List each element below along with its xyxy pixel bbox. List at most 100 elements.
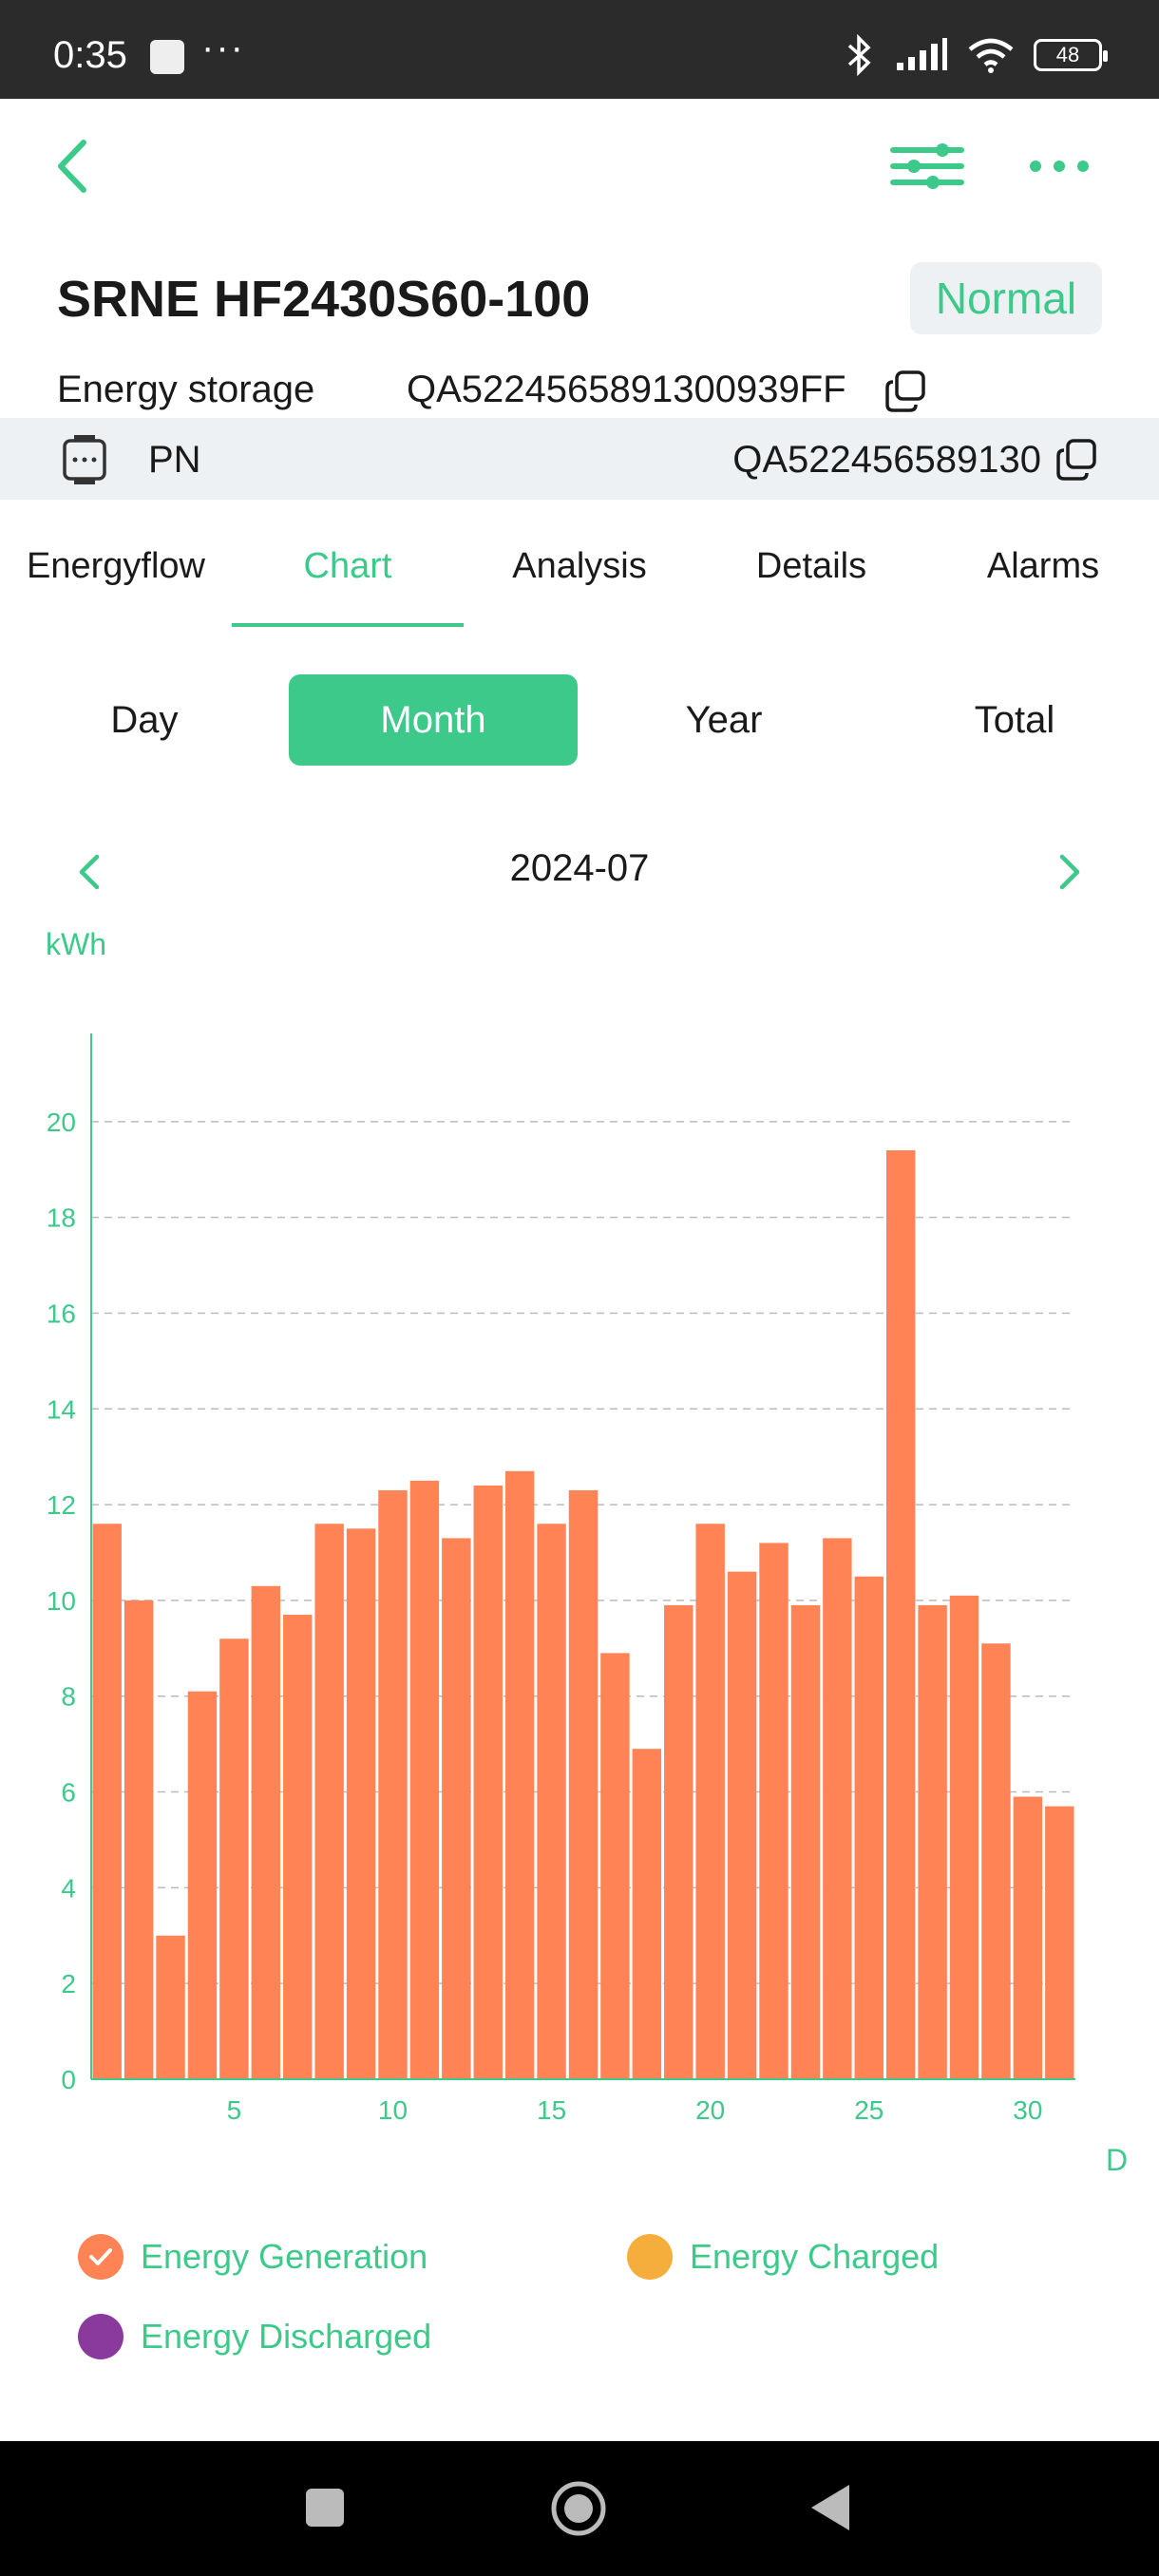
y-tick-label: 8 [61, 1682, 76, 1712]
back-nav-icon[interactable] [809, 2483, 851, 2532]
bar-day-22 [759, 1543, 788, 2079]
y-tick-label: 16 [47, 1298, 76, 1328]
home-icon[interactable] [549, 2479, 608, 2538]
bar-day-4 [187, 1691, 218, 2079]
bar-day-23 [790, 1604, 821, 2079]
bar-day-21 [727, 1571, 757, 2079]
bar-day-18 [632, 1749, 662, 2079]
x-tick-label: 25 [854, 2095, 884, 2125]
bar-day-14 [504, 1470, 535, 2079]
bar-day-9 [346, 1528, 376, 2079]
device-title: SRNE HF2430S60-100 [57, 271, 591, 328]
legend-energy-charged[interactable]: Energy Charged [627, 2234, 939, 2280]
notification-icon [150, 40, 184, 74]
bar-day-15 [537, 1524, 566, 2079]
period-total-button[interactable]: Total [974, 699, 1055, 741]
x-tick-labels: 5 10 15 20 25 30 [227, 2095, 1043, 2125]
bar-day-12 [442, 1538, 471, 2079]
energy-bar-chart: 0 2 4 6 8 10 12 14 16 18 20 5 10 15 20 25 30 kWh D [46, 927, 1128, 2177]
storage-label: Energy storage [57, 369, 315, 410]
legend-energy-generation[interactable]: Energy Generation [78, 2234, 428, 2280]
bar-day-30 [1013, 1796, 1043, 2079]
x-axis-label: D [1106, 2143, 1128, 2177]
bar-day-1 [92, 1524, 122, 2079]
y-axis-label: kWh [46, 927, 106, 961]
bar-day-8 [314, 1524, 344, 2079]
storage-serial: QA5224565891300939FF [407, 369, 846, 410]
status-badge: Normal [910, 262, 1102, 334]
battery-icon: 48 [1034, 39, 1108, 71]
pn-label: PN [148, 439, 201, 481]
bar-day-6 [251, 1585, 281, 2079]
bar-day-20 [695, 1524, 725, 2079]
x-tick-label: 30 [1013, 2095, 1042, 2125]
bar-day-17 [600, 1653, 630, 2079]
active-tab-indicator [232, 623, 464, 627]
tab-bar: Energyflow Chart Analysis Details Alarms [0, 538, 1159, 629]
legend-dot [78, 2314, 124, 2359]
tab-analysis[interactable]: Analysis [512, 546, 647, 586]
more-notifications-icon: ··· [201, 27, 245, 68]
y-tick-label: 20 [47, 1108, 76, 1137]
x-tick-label: 15 [537, 2095, 566, 2125]
bar-day-11 [409, 1480, 440, 2079]
next-date-icon[interactable] [1053, 849, 1087, 895]
tab-details[interactable]: Details [755, 546, 867, 586]
battery-level: 48 [1055, 43, 1080, 66]
wifi-icon [968, 38, 1014, 73]
bar-day-16 [568, 1489, 598, 2079]
x-tick-label: 10 [378, 2095, 408, 2125]
x-tick-label: 5 [227, 2095, 242, 2125]
period-year-button[interactable]: Year [685, 699, 763, 741]
bar-day-7 [283, 1615, 313, 2079]
pn-value: QA522456589130 [732, 439, 1041, 481]
bar-day-28 [949, 1595, 979, 2079]
bar-day-24 [823, 1538, 852, 2079]
y-tick-label: 12 [47, 1490, 76, 1520]
status-icons: 48 [842, 34, 1108, 76]
legend-label: Energy Discharged [141, 2317, 432, 2356]
tab-energyflow[interactable]: Energyflow [27, 546, 205, 586]
x-tick-label: 20 [695, 2095, 725, 2125]
tab-alarms[interactable]: Alarms [986, 546, 1100, 586]
y-tick-label: 10 [47, 1586, 76, 1616]
check-icon [78, 2234, 124, 2280]
bar-day-13 [473, 1485, 503, 2079]
bar-day-25 [854, 1576, 884, 2079]
legend-dot [627, 2234, 673, 2280]
period-month-button[interactable]: Month [289, 674, 578, 766]
copy-icon[interactable] [1054, 437, 1100, 483]
bluetooth-icon [847, 34, 871, 76]
bar-day-10 [378, 1489, 408, 2079]
copy-icon[interactable] [884, 369, 929, 414]
bar-day-2 [124, 1600, 154, 2079]
bar-day-27 [918, 1604, 947, 2079]
back-icon[interactable] [49, 133, 97, 199]
datalogger-icon [63, 435, 106, 484]
settings-sliders-icon[interactable] [889, 141, 965, 192]
recents-icon[interactable] [304, 2487, 346, 2529]
previous-date-icon[interactable] [72, 849, 106, 895]
chart-bars [92, 1150, 1074, 2079]
signal-icon [897, 38, 947, 70]
bar-day-29 [981, 1643, 1011, 2079]
period-day-button[interactable]: Day [110, 699, 179, 741]
y-tick-label: 0 [61, 2065, 76, 2094]
bar-day-31 [1045, 1806, 1074, 2079]
bar-day-19 [664, 1604, 694, 2079]
pn-row [0, 418, 1159, 500]
bar-day-5 [219, 1638, 249, 2079]
legend-energy-discharged[interactable]: Energy Discharged [78, 2314, 431, 2359]
y-tick-label: 4 [61, 1873, 76, 1903]
y-tick-label: 6 [61, 1778, 76, 1808]
legend-label: Energy Charged [690, 2237, 940, 2276]
more-icon[interactable] [1026, 152, 1092, 180]
tab-chart[interactable]: Chart [303, 546, 392, 586]
bar-day-3 [156, 1935, 185, 2079]
status-time: 0:35 [53, 34, 127, 76]
y-tick-label: 14 [47, 1394, 76, 1424]
y-tick-label: 18 [47, 1203, 76, 1233]
bar-day-26 [885, 1150, 916, 2079]
date-label[interactable]: 2024-07 [509, 847, 650, 889]
system-nav-bar [0, 2441, 1159, 2576]
